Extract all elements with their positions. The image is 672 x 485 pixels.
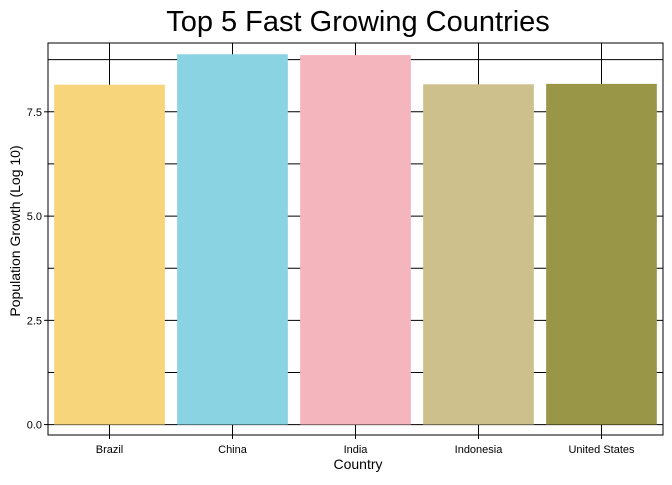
chart-title: Top 5 Fast Growing Countries bbox=[166, 6, 550, 38]
x-tick-label: Brazil bbox=[96, 444, 124, 456]
x-tick-label: Indonesia bbox=[455, 444, 504, 456]
x-tick-label: United States bbox=[568, 444, 635, 456]
y-axis-title: Population Growth (Log 10) bbox=[7, 145, 23, 316]
y-tick-label: 7.5 bbox=[27, 107, 42, 119]
bar-indonesia bbox=[423, 84, 534, 425]
bar-brazil bbox=[54, 84, 165, 425]
x-tick-label: India bbox=[344, 444, 369, 456]
y-axis: 0.0 2.5 5.0 7.5 bbox=[27, 107, 48, 432]
y-tick-label: 5.0 bbox=[27, 211, 42, 223]
bar-india bbox=[300, 55, 411, 425]
x-axis-title: Country bbox=[333, 456, 382, 472]
x-axis: Brazil China India Indonesia United States bbox=[96, 435, 635, 456]
y-tick-label: 2.5 bbox=[27, 315, 42, 327]
bar-united-states bbox=[546, 83, 657, 425]
bar-china bbox=[177, 54, 288, 425]
bars bbox=[54, 54, 657, 425]
y-tick-label: 0.0 bbox=[27, 420, 42, 432]
x-tick-label: China bbox=[218, 444, 248, 456]
